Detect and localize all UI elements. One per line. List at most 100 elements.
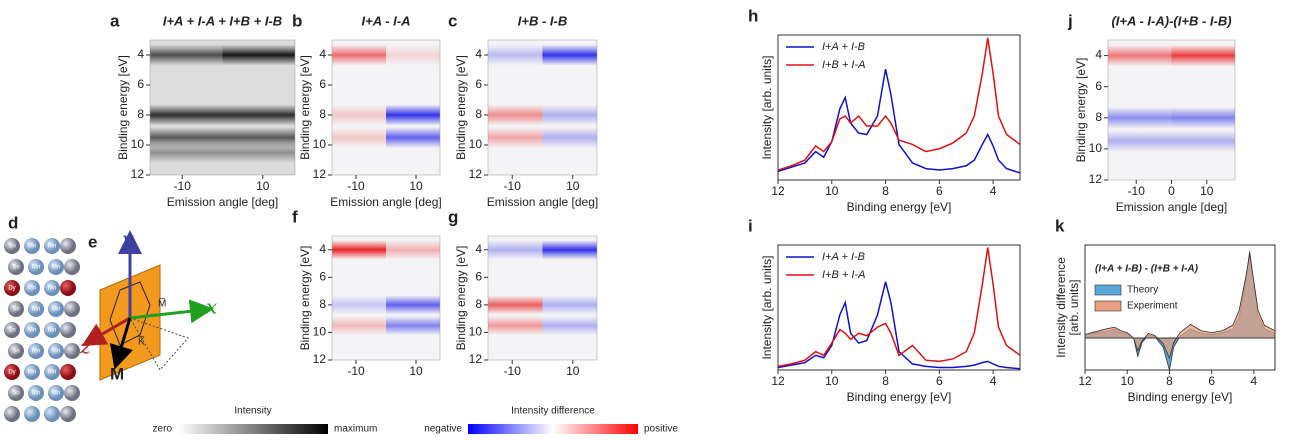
y-tick-label: 10	[1089, 141, 1103, 155]
heatmap-band	[1108, 106, 1172, 129]
atom-label: Sn	[8, 328, 15, 334]
y-tick-label: 6	[319, 77, 326, 91]
heatmap-band	[1108, 44, 1172, 67]
heatmap-band	[150, 142, 223, 163]
atom	[44, 280, 60, 296]
line	[777, 68, 1021, 174]
x-axis-label: Emission angle [deg]	[487, 195, 598, 209]
x-tick-label: 10	[1121, 374, 1135, 388]
point-label: K̅	[138, 336, 145, 348]
atom	[60, 322, 76, 338]
line	[777, 37, 1021, 171]
y-tick-label: 8	[475, 107, 482, 121]
colorbar-title: Intensity difference	[511, 406, 595, 417]
atom	[48, 301, 64, 317]
panel-label: f	[292, 207, 298, 226]
heatmap-band	[542, 104, 597, 126]
y-axis-label: Intensity [arb. units]	[760, 255, 774, 359]
heatmap-band	[222, 44, 295, 66]
panel-label: g	[448, 207, 458, 226]
atom	[64, 301, 80, 317]
heatmap-band	[1108, 130, 1172, 152]
heatmap-band	[488, 104, 543, 126]
atom-label: Sn	[12, 391, 19, 397]
panel-label: k	[1055, 216, 1065, 235]
y-axis-label: Binding energy [eV]	[1074, 58, 1088, 163]
panel-label: e	[88, 232, 97, 251]
plot-frame	[487, 39, 598, 176]
atom	[24, 322, 40, 338]
y-tick-label: 6	[137, 77, 144, 91]
atom-label: Mn	[28, 370, 36, 376]
x-axis-label: Binding energy [eV]	[847, 390, 952, 404]
chart-title: I+A - I-A	[362, 13, 411, 28]
y-tick-label: 8	[1095, 110, 1102, 124]
atom	[28, 259, 44, 275]
x-tick-label: 0	[1168, 184, 1175, 198]
x-tick-label: 10	[1200, 184, 1214, 198]
x-tick-label: 10	[566, 179, 580, 193]
x-tick-label: 6	[936, 374, 943, 388]
atom	[44, 322, 60, 338]
legend-label: I+B + I-A	[822, 59, 865, 71]
atom-label: Mn	[28, 328, 36, 334]
axes-diagram: e y x z M M̅ K̅	[79, 227, 217, 384]
y-axis-label: Binding energy [eV]	[116, 55, 130, 160]
y-tick-label: 10	[313, 325, 327, 339]
area	[1084, 254, 1276, 360]
y-tick-label: 4	[319, 242, 326, 256]
colorbar	[178, 424, 328, 434]
x-tick-label: -10	[347, 364, 365, 378]
y-tick-label: 12	[313, 352, 327, 366]
atom-label: Mn	[32, 391, 40, 397]
y-axis-label: Binding energy [eV]	[298, 246, 312, 351]
heatmap-band	[542, 295, 597, 315]
line	[777, 247, 1021, 368]
atom-label: Mn	[32, 349, 40, 355]
legend-label: Experiment	[1127, 301, 1178, 312]
colorbar-title: Intensity	[234, 406, 271, 417]
chart-title: I+B - I-B	[518, 13, 567, 28]
y-tick-label: 8	[319, 297, 326, 311]
atom	[24, 406, 40, 422]
heatmap-band	[488, 315, 543, 336]
x-tick-label: -10	[1128, 184, 1146, 198]
x-tick-label: 8	[882, 184, 889, 198]
y-axis-label: [arb. units]	[1067, 279, 1081, 335]
heatmap-band	[542, 44, 597, 66]
x-tick-label: 12	[771, 184, 785, 198]
atom	[60, 238, 76, 254]
heatmap-band	[488, 44, 543, 66]
atom	[24, 280, 40, 296]
atom	[44, 238, 60, 254]
colorbar-min: negative	[424, 424, 462, 435]
y-tick-label: 4	[475, 47, 482, 61]
heatmap-band	[488, 127, 543, 148]
heatmap-band	[542, 127, 597, 148]
z-axis-arrow	[81, 316, 131, 347]
plot-frame	[1084, 244, 1276, 371]
y-tick-label: 8	[475, 297, 482, 311]
x-tick-label: 6	[936, 184, 943, 198]
x-axis-label: Emission angle [deg]	[1116, 200, 1227, 214]
atom	[64, 385, 80, 401]
atom	[28, 301, 44, 317]
axis-letter: y	[121, 227, 134, 251]
panel-label: b	[292, 11, 302, 30]
heatmap-band	[1171, 44, 1235, 67]
atom-label: Sn	[12, 349, 19, 355]
atom-label: Mn	[48, 370, 56, 376]
heatmap-band	[386, 240, 440, 260]
colorbar-max: positive	[644, 424, 678, 435]
atom	[24, 364, 40, 380]
y-axis-label: Intensity [arb. units]	[760, 55, 774, 159]
heatmap-band	[150, 44, 223, 66]
heatmap-band	[222, 142, 295, 163]
heatmap-band	[332, 240, 386, 260]
legend-label: I+A + I-B	[822, 251, 865, 263]
y-tick-label: 12	[1089, 172, 1103, 186]
colorbars: Intensity zero maximum Intensity differe…	[153, 406, 679, 435]
atom-label: Mn	[28, 286, 36, 292]
atom-label: Mn	[48, 244, 56, 250]
